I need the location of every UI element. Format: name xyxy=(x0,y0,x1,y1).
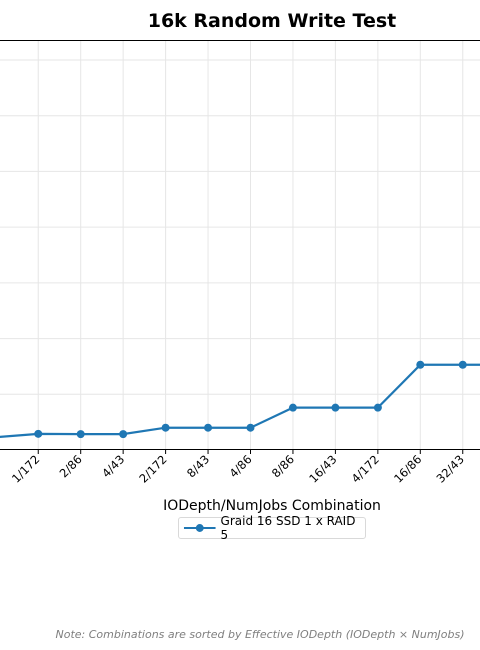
series-group xyxy=(0,360,480,439)
chart-title: 16k Random Write Test xyxy=(147,10,397,32)
grid-lines xyxy=(0,40,480,450)
x-axis-label: IODepth/NumJobs Combination xyxy=(163,498,381,514)
x-tick-label: 4/172 xyxy=(349,452,382,485)
data-point xyxy=(76,430,85,439)
x-tick-label: 8/86 xyxy=(269,452,297,480)
data-point xyxy=(204,423,213,432)
data-point xyxy=(373,403,382,412)
legend-label: Graid 16 SSD 1 x RAID 5 xyxy=(220,514,356,542)
data-point xyxy=(331,403,340,412)
data-point xyxy=(416,360,425,369)
data-point xyxy=(119,430,128,439)
x-tick-label: 4/43 xyxy=(99,452,127,480)
data-point xyxy=(246,423,255,432)
x-tick-label: 4/86 xyxy=(226,452,254,480)
data-point xyxy=(458,360,467,369)
data-point xyxy=(288,403,297,412)
x-tick-label: 16/86 xyxy=(391,452,424,485)
footnote: Note: Combinations are sorted by Effecti… xyxy=(55,628,465,641)
x-tick-label: 16/43 xyxy=(306,452,339,485)
x-tick-label: 32/43 xyxy=(434,452,467,485)
x-tick-label: 8/43 xyxy=(184,452,212,480)
x-tick-label: 2/172 xyxy=(136,452,169,485)
x-tick-label: 2/86 xyxy=(57,452,85,480)
x-tick-label: 1/172 xyxy=(9,452,42,485)
data-point xyxy=(161,423,170,432)
legend-marker xyxy=(183,524,216,532)
x-tick-labels: 1/172 2/86 4/43 2/172 8/43 4/86 8/86 16/43 4/172… xyxy=(9,450,467,486)
legend: Graid 16 SSD 1 x RAID 5 xyxy=(178,514,366,542)
plot-area xyxy=(0,40,480,450)
data-point xyxy=(34,429,43,438)
series-line xyxy=(0,363,480,438)
